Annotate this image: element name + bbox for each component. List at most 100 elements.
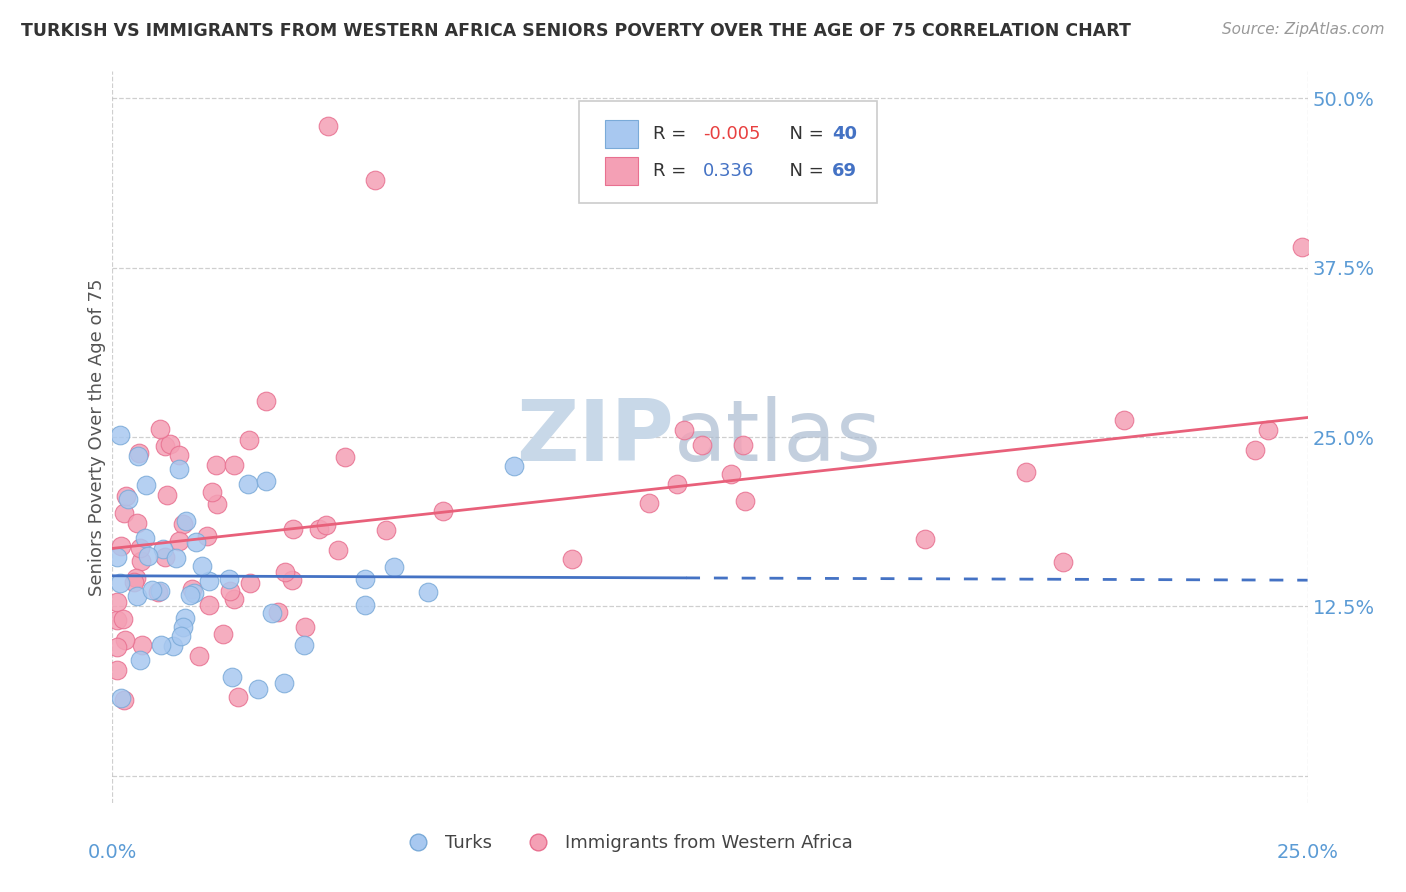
Point [1291,240,1313,254]
Text: atlas: atlas [675,395,882,479]
Point [260,606,283,620]
Point [127,449,149,463]
Text: -0.005: -0.005 [703,125,761,144]
Point [1257,423,1279,437]
Point [222,591,245,606]
Point [561,552,583,566]
Point [188,648,211,663]
Text: N =: N = [778,125,830,144]
Point [146,585,169,599]
Point [254,475,277,489]
Point [159,436,181,450]
Point [108,428,131,442]
Point [226,690,249,704]
Point [128,541,150,555]
Y-axis label: Seniors Poverty Over the Age of 75: Seniors Poverty Over the Age of 75 [87,278,105,596]
Point [201,484,224,499]
Point [134,531,156,545]
Point [195,529,218,543]
Point [254,393,277,408]
Point [294,620,316,634]
Point [333,450,356,464]
Point [211,626,233,640]
FancyBboxPatch shape [579,101,877,203]
Point [316,119,339,133]
Point [416,585,439,599]
Point [167,462,190,476]
Point [129,554,152,568]
Text: R =: R = [652,125,692,144]
Point [156,488,179,502]
Point [141,582,163,597]
Text: 25.0%: 25.0% [1277,844,1339,863]
Point [155,439,177,453]
Point [666,476,689,491]
Point [273,675,295,690]
Text: Source: ZipAtlas.com: Source: ZipAtlas.com [1222,22,1385,37]
Legend: Turks, Immigrants from Western Africa: Turks, Immigrants from Western Africa [394,827,859,860]
Point [105,613,128,627]
Point [914,533,936,547]
Point [124,574,146,589]
Point [638,496,661,510]
Point [114,506,136,520]
Point [1244,443,1267,458]
Point [114,489,136,503]
Point [169,534,191,549]
Point [131,639,153,653]
Point [183,585,205,599]
Point [105,595,128,609]
Point [239,576,262,591]
Point [162,639,184,653]
Point [354,598,377,612]
Text: 69: 69 [832,161,856,180]
Text: ZIP: ZIP [516,395,675,479]
Point [315,517,337,532]
Point [364,172,387,186]
Point [672,423,695,437]
Point [155,550,177,565]
Point [1052,555,1074,569]
Point [129,653,152,667]
Point [690,438,713,452]
Point [128,446,150,460]
Point [222,458,245,472]
Point [502,458,524,473]
Point [198,599,221,613]
Point [308,522,330,536]
Point [734,494,756,508]
Point [135,477,157,491]
Text: 0.336: 0.336 [703,161,754,180]
Point [152,541,174,556]
Point [353,572,375,586]
Point [1015,465,1038,479]
Point [191,558,214,573]
Point [292,638,315,652]
Point [205,458,228,472]
Point [112,612,135,626]
Point [181,582,204,596]
Text: 40: 40 [832,125,856,144]
Point [274,565,297,579]
Point [720,467,742,481]
Point [238,433,260,447]
Point [172,620,194,634]
Point [267,605,290,619]
Point [125,516,148,530]
Point [167,448,190,462]
Point [105,549,128,564]
Point [731,438,754,452]
Point [172,516,194,531]
Point [125,589,148,603]
Bar [605,157,638,185]
Point [125,570,148,584]
Point [236,476,259,491]
Point [247,681,270,696]
Point [150,638,173,652]
Point [198,574,221,588]
Point [375,523,398,537]
Text: TURKISH VS IMMIGRANTS FROM WESTERN AFRICA SENIORS POVERTY OVER THE AGE OF 75 COR: TURKISH VS IMMIGRANTS FROM WESTERN AFRIC… [21,22,1130,40]
Text: 0.0%: 0.0% [87,844,138,863]
Point [110,576,132,591]
Point [165,550,187,565]
